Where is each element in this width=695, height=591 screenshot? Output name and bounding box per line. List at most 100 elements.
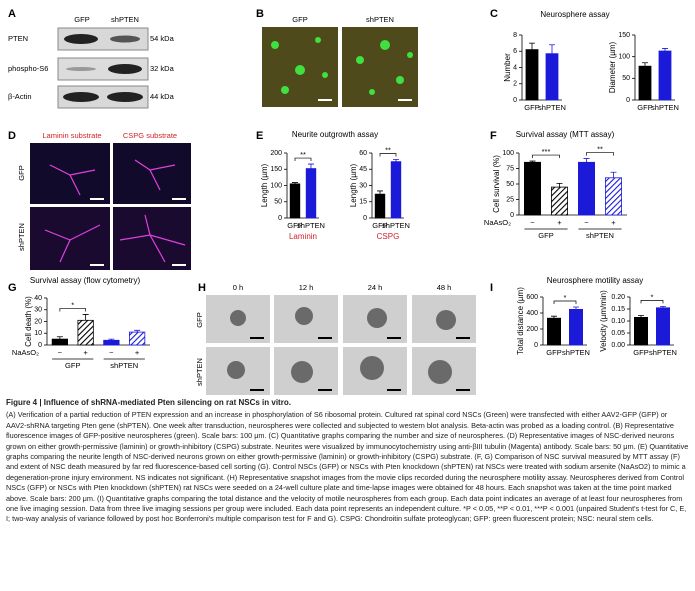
error-bar <box>551 315 557 319</box>
y-tick-label: 150 <box>270 166 282 173</box>
error-bar <box>610 171 617 178</box>
bar <box>656 307 671 346</box>
caption-body: (A) Verification of a partial reduction … <box>6 410 689 524</box>
y-tick-label: 60 <box>359 150 367 157</box>
size-label: 44 kDa <box>150 92 175 101</box>
significance-bracket <box>532 154 560 159</box>
bar <box>77 319 94 346</box>
bar <box>638 65 652 101</box>
time-label: 24 h <box>368 283 383 292</box>
error-bar <box>82 314 89 321</box>
y-tick-label: 100 <box>618 54 630 61</box>
y-tick-label: 0 <box>534 342 538 349</box>
x-tick-label: shPTEN <box>382 221 410 230</box>
blot <box>57 27 149 109</box>
image-label: shPTEN <box>366 15 394 24</box>
x-tick-label: + <box>557 218 562 227</box>
x-tick-label: GFP <box>524 103 539 112</box>
x-tick-label: GFP <box>637 103 652 112</box>
significance-label: *** <box>542 147 551 156</box>
y-tick-label: 0.05 <box>611 330 625 337</box>
y-axis-label: Cell death (%) <box>24 296 33 347</box>
x-tick-label: − <box>109 348 114 357</box>
error-bar <box>583 158 590 163</box>
fluorescence-images <box>262 27 418 107</box>
y-tick-label: 0 <box>510 212 514 219</box>
size-label: 32 kDa <box>150 64 175 73</box>
y-tick-label: 100 <box>502 150 514 157</box>
lane-label: shPTEN <box>111 15 139 24</box>
y-tick-label: 0.20 <box>611 294 625 301</box>
chart-title: Neurosphere motility assay <box>547 276 643 285</box>
significance-bracket <box>640 300 664 304</box>
time-label: 0 h <box>233 283 243 292</box>
x-tick-label: GFP <box>546 348 561 357</box>
y-tick-label: 6 <box>513 48 517 55</box>
bar <box>525 49 539 101</box>
x-tick-label: shPTEN <box>651 103 679 112</box>
chart-title: Neurite outgrowth assay <box>292 130 378 139</box>
significance-bracket <box>294 157 312 162</box>
bar <box>305 168 317 219</box>
y-tick-label: 30 <box>359 182 367 189</box>
y-tick-label: 75 <box>506 165 514 172</box>
protein-label: phospho-S6 <box>8 64 48 73</box>
x-tick-label: + <box>83 348 88 357</box>
row-label: shPTEN <box>195 358 204 386</box>
y-axis-label: Cell survival (%) <box>492 155 501 213</box>
significance-label: ** <box>597 145 603 154</box>
y-tick-label: 0.15 <box>611 306 625 313</box>
error-bar <box>292 182 298 184</box>
y-tick-label: 8 <box>513 32 517 39</box>
x-tick-label: shPTEN <box>297 221 325 230</box>
x-tick-label: GFP <box>287 221 302 230</box>
error-bar <box>556 182 563 188</box>
y-tick-label: 200 <box>270 150 282 157</box>
bar <box>551 186 569 216</box>
caption-title: Figure 4 | Influence of shRNA-mediated P… <box>6 398 291 407</box>
panel-label: H <box>198 282 206 294</box>
bar <box>547 317 562 346</box>
y-tick-label: 45 <box>359 166 367 173</box>
error-bar <box>529 42 535 50</box>
y-axis-label: Diameter (µm) <box>608 42 617 94</box>
y-axis-label: Velocity (µm/min) <box>599 290 608 352</box>
x-tick-label: GFP <box>372 221 387 230</box>
bar <box>289 183 301 219</box>
error-bar <box>638 315 644 318</box>
error-bar <box>642 62 648 67</box>
image-label: CSPG substrate <box>123 131 177 140</box>
group-label: CSPG <box>377 232 400 241</box>
chart-title: Neurosphere assay <box>540 10 609 19</box>
error-bar <box>134 329 141 333</box>
y-tick-label: 50 <box>274 199 282 206</box>
significance-label: * <box>564 293 567 302</box>
x-tick-label: shPTEN <box>538 103 566 112</box>
y-axis-label: Number <box>503 53 512 82</box>
chart-title: Survival assay (flow cytometry) <box>30 276 141 285</box>
time-label: 12 h <box>299 283 314 292</box>
bar <box>374 193 386 219</box>
error-bar <box>662 48 668 52</box>
y-tick-label: 600 <box>526 294 538 301</box>
error-bar <box>56 336 63 340</box>
significance-bracket <box>59 308 86 312</box>
treatment-label: NaAsO₂ <box>484 218 511 227</box>
y-tick-label: 0.10 <box>611 318 625 325</box>
protein-label: PTEN <box>8 34 28 43</box>
error-bar <box>573 306 579 310</box>
panel-label: D <box>8 130 16 142</box>
y-tick-label: 0.00 <box>611 342 625 349</box>
x-tick-label: + <box>135 348 140 357</box>
significance-label: ** <box>300 150 306 159</box>
x-tick-label: − <box>584 218 589 227</box>
x-tick-label: − <box>58 348 63 357</box>
size-label: 54 kDa <box>150 34 175 43</box>
group-label: Laminin <box>289 232 317 241</box>
y-tick-label: 100 <box>270 182 282 189</box>
significance-label: * <box>651 292 654 301</box>
image-label: GFP <box>292 15 307 24</box>
y-tick-label: 25 <box>506 196 514 203</box>
y-tick-label: 40 <box>34 295 42 302</box>
y-tick-label: 200 <box>526 326 538 333</box>
